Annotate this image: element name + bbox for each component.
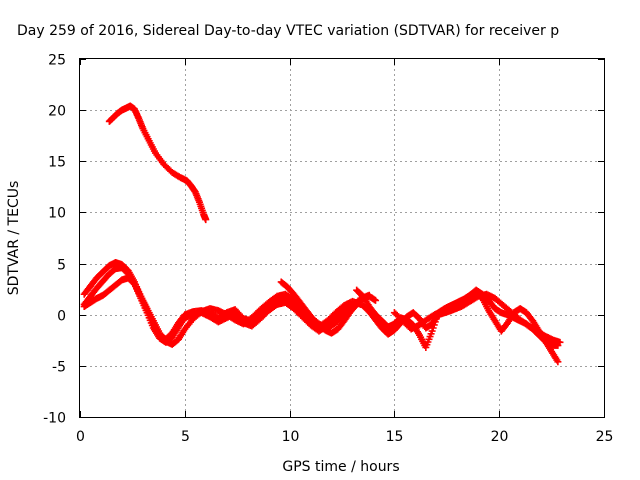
series-track-d [277,278,380,337]
y-tick-label: 15 [48,155,66,171]
chart-title: Day 259 of 2016, Sidereal Day-to-day VTE… [17,23,559,39]
data-point [202,216,210,224]
data-point [554,358,562,366]
series-track-b [80,264,356,346]
x-tick-label: 25 [596,429,614,445]
y-tick-label: 10 [48,206,66,222]
x-axis-label: GPS time / hours [282,459,399,475]
y-tick-label: 25 [48,53,66,69]
y-tick-label: 0 [57,309,66,325]
data-points [80,102,564,366]
y-tick-label: 20 [48,104,66,120]
x-tick-label: 20 [491,429,509,445]
x-tick-label: 5 [181,429,190,445]
x-tick-label: 10 [282,429,300,445]
x-tick-label: 0 [76,429,85,445]
y-tick-label: -5 [52,360,66,376]
series-track-g [390,290,564,346]
x-tick-label: 15 [386,429,404,445]
y-tick-label: -10 [43,411,66,427]
y-tick-label: 5 [57,258,66,274]
series-track-high [105,102,210,224]
data-point [372,296,380,304]
axis-ticks: 0 5 10 15 20 25 -10 -5 0 5 10 15 20 25 [43,53,613,446]
data-point [556,338,564,346]
y-axis-label: SDTVAR / TECUs [6,181,22,296]
plot-frame [79,58,605,418]
grid-lines [80,59,604,417]
